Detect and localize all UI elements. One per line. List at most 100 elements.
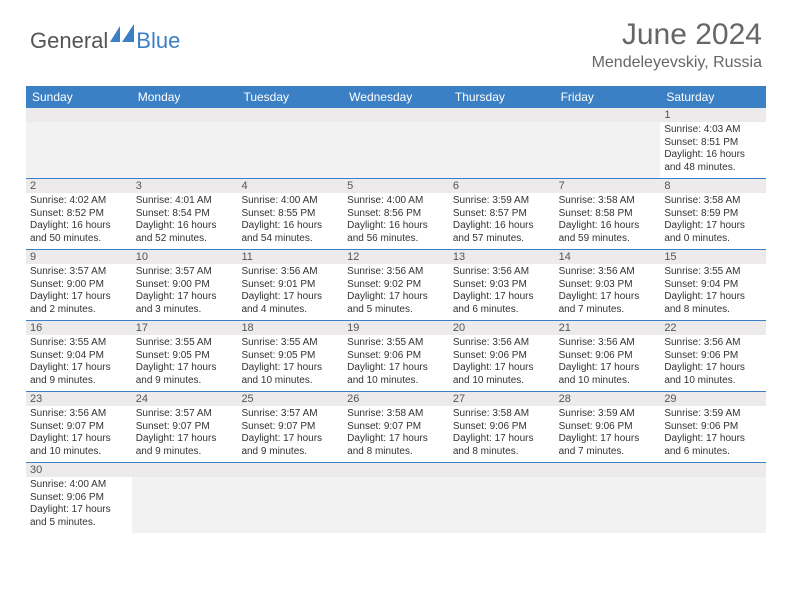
- sunrise-line: Sunrise: 3:59 AM: [559, 408, 657, 421]
- week-row: Sunrise: 3:55 AM Sunset: 9:04 PM Daylight:…: [26, 335, 766, 392]
- day-cell: Sunrise: 3:59 AMSunset: 8:57 PMDaylight:…: [449, 193, 555, 249]
- sunset-line: Sunset: 8:54 PM: [136, 208, 234, 221]
- day-number: 8: [660, 179, 766, 193]
- day-header-cell: Friday: [555, 86, 661, 108]
- day-cell: Sunrise: 3:56 AMSunset: 9:06 PMDaylight:…: [660, 335, 766, 391]
- sunrise-line: Sunrise: 3:59 AM: [664, 408, 762, 421]
- sunset-line: Sunset: 9:07 PM: [136, 421, 234, 434]
- sunset-line: Sunset: 9:03 PM: [453, 279, 551, 292]
- sunrise-line: Sunrise: 4:00 AM: [347, 195, 445, 208]
- daylight-line: Daylight: 17 hours and 9 minutes.: [241, 433, 339, 458]
- day-cell: Sunrise: 3:56 AMSunset: 9:07 PMDaylight:…: [26, 406, 132, 462]
- daylight-line: Daylight: 17 hours and 8 minutes.: [453, 433, 551, 458]
- daylight-line: Daylight: 16 hours and 50 minutes.: [30, 220, 128, 245]
- logo-text-general: General: [30, 28, 108, 54]
- day-cell: Sunrise: 3:56 AMSunset: 9:03 PMDaylight:…: [555, 264, 661, 320]
- sunrise-line: Sunrise: 3:57 AM: [136, 408, 234, 421]
- sunset-line: Sunset: 9:05 PM: [241, 350, 339, 363]
- sunset-line: Sunset: 9:01 PM: [241, 279, 339, 292]
- sunrise-line: Sunrise: 3:59 AM: [453, 195, 551, 208]
- day-header-cell: Wednesday: [343, 86, 449, 108]
- sunrise-line: Sunrise: 3:58 AM: [453, 408, 551, 421]
- daylight-line: Daylight: 17 hours and 5 minutes.: [347, 291, 445, 316]
- daylight-line: Daylight: 17 hours and 8 minutes.: [664, 291, 762, 316]
- day-number: 11: [237, 250, 343, 264]
- sunrise-line: Sunrise: 4:02 AM: [30, 195, 128, 208]
- daylight-line: Daylight: 17 hours and 10 minutes.: [559, 362, 657, 387]
- day-header-row: SundayMondayTuesdayWednesdayThursdayFrid…: [26, 86, 766, 108]
- sunrise-line: Sunrise: 3:55 AM: [664, 266, 762, 279]
- sunset-line: Sunset: 8:51 PM: [664, 137, 762, 150]
- daylight-line: Daylight: 17 hours and 9 minutes.: [136, 433, 234, 458]
- week-row: Sunrise: 4:03 AMSunset: 8:51 PMDaylight:…: [26, 122, 766, 179]
- day-number: 12: [343, 250, 449, 264]
- day-number: 21: [555, 321, 661, 335]
- day-number: 22: [660, 321, 766, 335]
- empty-cell: [449, 122, 555, 178]
- sunset-line: Sunset: 9:07 PM: [30, 421, 128, 434]
- day-cell: Sunrise: 3:55 AMSunset: 9:05 PMDaylight:…: [132, 335, 238, 391]
- day-cell: Sunrise: 3:55 AMSunset: 9:06 PMDaylight:…: [343, 335, 449, 391]
- day-cell: Sunrise: 3:56 AMSunset: 9:06 PMDaylight:…: [449, 335, 555, 391]
- day-cell: Sunrise: 3:59 AMSunset: 9:06 PMDaylight:…: [555, 406, 661, 462]
- daylight-line: Daylight: 17 hours and 10 minutes.: [347, 362, 445, 387]
- daylight-line: Daylight: 17 hours and 5 minutes.: [30, 504, 128, 529]
- daylight-line: Daylight: 17 hours and 6 minutes.: [664, 433, 762, 458]
- day-cell: Sunrise: 3:58 AMSunset: 8:58 PMDaylight:…: [555, 193, 661, 249]
- title-block: June 2024 Mendeleyevskiy, Russia: [592, 18, 762, 72]
- day-number: [555, 463, 661, 477]
- empty-cell: [343, 477, 449, 533]
- empty-cell: [343, 122, 449, 178]
- daylight-line: Daylight: 16 hours and 56 minutes.: [347, 220, 445, 245]
- day-number: [237, 108, 343, 122]
- day-number: 16: [26, 321, 132, 335]
- sunrise-line: Sunrise: 4:03 AM: [664, 124, 762, 137]
- day-cell: Sunrise: 3:57 AMSunset: 9:07 PMDaylight:…: [237, 406, 343, 462]
- header: General Blue June 2024 Mendeleyevskiy, R…: [0, 0, 792, 80]
- sunset-line: Sunset: 9:06 PM: [453, 421, 551, 434]
- sunrise-line: Sunrise: 3:55 AM: [347, 337, 445, 350]
- day-number: 26: [343, 392, 449, 406]
- sunset-line: Sunset: 8:58 PM: [559, 208, 657, 221]
- day-number: 23: [26, 392, 132, 406]
- day-cell: Sunrise: 3:57 AMSunset: 9:00 PMDaylight:…: [132, 264, 238, 320]
- sunrise-line: Sunrise: 3:58 AM: [664, 195, 762, 208]
- sunrise-line: Sunrise: 3:55 AM: [241, 337, 339, 350]
- day-number: 1: [660, 108, 766, 122]
- day-cell: Sunrise: 3:56 AMSunset: 9:03 PMDaylight:…: [449, 264, 555, 320]
- sunrise-line: Sunrise: 3:57 AM: [136, 266, 234, 279]
- day-header-cell: Monday: [132, 86, 238, 108]
- day-number: 13: [449, 250, 555, 264]
- day-number: 27: [449, 392, 555, 406]
- sunset-line: Sunset: 9:06 PM: [453, 350, 551, 363]
- sunset-line: Sunset: 9:06 PM: [664, 350, 762, 363]
- day-number: 3: [132, 179, 238, 193]
- sunset-line: Sunset: 9:02 PM: [347, 279, 445, 292]
- sunrise-line: Sunrise: 3:56 AM: [347, 266, 445, 279]
- sunrise-line: Sunrise: 3:56 AM: [453, 266, 551, 279]
- day-number: 20: [449, 321, 555, 335]
- daylight-line: Daylight: 17 hours and 10 minutes.: [453, 362, 551, 387]
- day-number-row: 16171819202122: [26, 321, 766, 335]
- day-number: [132, 463, 238, 477]
- week-row: Sunrise: 3:57 AMSunset: 9:00 PMDaylight:…: [26, 264, 766, 321]
- empty-cell: [132, 477, 238, 533]
- day-number-row: 9101112131415: [26, 250, 766, 264]
- day-cell: Sunrise: 4:00 AMSunset: 8:56 PMDaylight:…: [343, 193, 449, 249]
- sunset-line: Sunset: 9:04 PM: [30, 350, 128, 363]
- daylight-line: Daylight: 17 hours and 2 minutes.: [30, 291, 128, 316]
- day-cell: Sunrise: 3:57 AMSunset: 9:00 PMDaylight:…: [26, 264, 132, 320]
- day-number: 2: [26, 179, 132, 193]
- day-number: 30: [26, 463, 132, 477]
- day-number: 28: [555, 392, 661, 406]
- day-number: [449, 463, 555, 477]
- sunset-line: Sunset: 9:07 PM: [241, 421, 339, 434]
- sunrise-line: Sunrise: 3:56 AM: [664, 337, 762, 350]
- day-number: 25: [237, 392, 343, 406]
- day-number: 29: [660, 392, 766, 406]
- empty-cell: [555, 122, 661, 178]
- day-cell: Sunrise: 3:55 AMSunset: 9:04 PMDaylight:…: [660, 264, 766, 320]
- daylight-line: Daylight: 16 hours and 57 minutes.: [453, 220, 551, 245]
- sunset-line: Sunset: 9:06 PM: [559, 350, 657, 363]
- week-row: Sunrise: 4:00 AMSunset: 9:06 PMDaylight:…: [26, 477, 766, 533]
